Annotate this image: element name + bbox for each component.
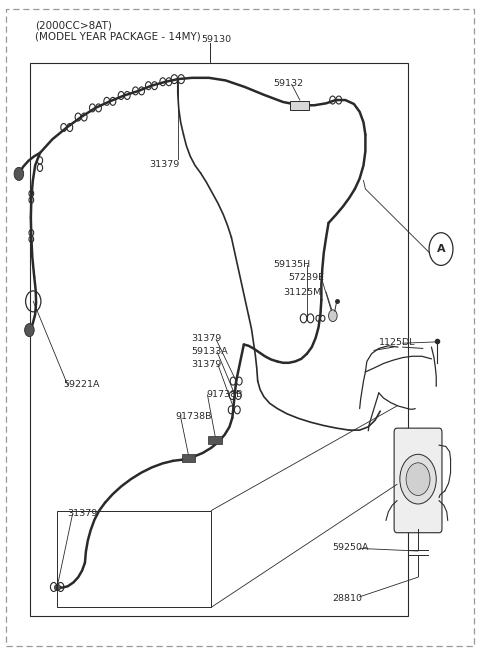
Text: 31379: 31379 [67, 510, 97, 518]
Text: A: A [437, 244, 445, 254]
Bar [290, 101, 310, 110]
Text: 31379: 31379 [191, 334, 221, 343]
Text: 57239E: 57239E [288, 273, 324, 282]
Text: 59250A: 59250A [332, 543, 368, 552]
Circle shape [400, 455, 436, 504]
Text: 91738B: 91738B [175, 412, 212, 421]
Text: 31125M: 31125M [283, 288, 321, 297]
Bar [181, 455, 195, 462]
FancyBboxPatch shape [394, 428, 442, 533]
Circle shape [14, 168, 24, 180]
Text: 28810: 28810 [332, 593, 362, 603]
Bar [208, 436, 222, 444]
Circle shape [24, 324, 34, 337]
Circle shape [328, 310, 337, 322]
Text: (2000CC>8AT): (2000CC>8AT) [35, 20, 112, 30]
Text: 91738B: 91738B [206, 390, 243, 399]
Text: 59221A: 59221A [63, 380, 99, 389]
Text: (MODEL YEAR PACKAGE - 14MY): (MODEL YEAR PACKAGE - 14MY) [35, 31, 201, 41]
Text: 31379: 31379 [149, 160, 180, 168]
Text: 59135H: 59135H [274, 259, 311, 269]
Text: 59133A: 59133A [191, 346, 228, 356]
Text: 31379: 31379 [191, 360, 221, 369]
Text: 1125DL: 1125DL [379, 338, 415, 347]
Text: 59130: 59130 [202, 35, 232, 45]
Circle shape [406, 463, 430, 495]
Text: 59132: 59132 [274, 79, 304, 88]
